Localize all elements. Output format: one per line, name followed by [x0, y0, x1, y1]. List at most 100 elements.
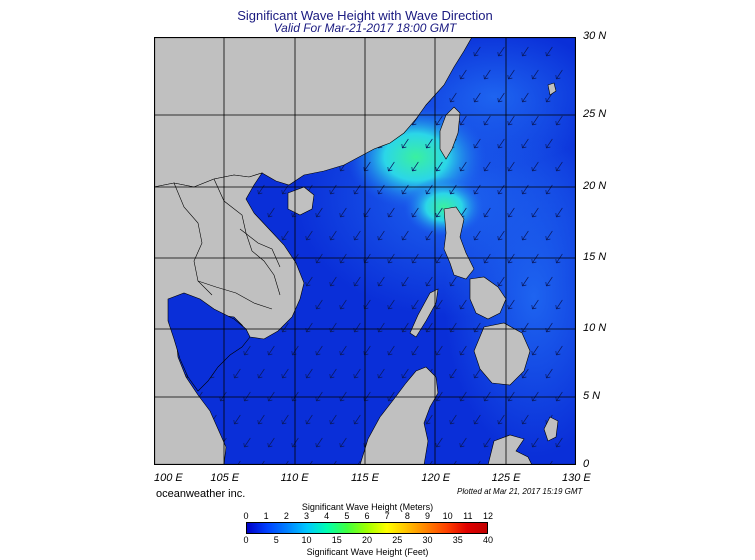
wave-arrow — [401, 230, 409, 241]
wave-arrow — [411, 161, 419, 172]
wave-arrow — [329, 368, 337, 379]
meters-tick: 4 — [324, 511, 330, 521]
colorbar — [246, 522, 488, 534]
feet-tick: 15 — [331, 535, 342, 545]
wave-arrow — [459, 391, 467, 402]
wave-arrow — [305, 230, 313, 241]
graticule — [154, 37, 576, 465]
wave-arrow — [531, 115, 539, 126]
wave-arrow — [531, 207, 539, 218]
wave-arrow — [339, 207, 347, 218]
lon-label: 110 E — [280, 472, 309, 484]
wave-arrow — [435, 345, 443, 356]
wave-arrow — [555, 391, 563, 402]
wave-arrow — [339, 299, 347, 310]
wave-arrow — [377, 184, 385, 195]
chart-title: Significant Wave Height with Wave Direct… — [237, 8, 493, 23]
wave-arrow — [353, 368, 361, 379]
wave-arrow — [401, 184, 409, 195]
wave-arrow — [497, 276, 505, 287]
wave-arrow — [483, 207, 491, 218]
wave-arrow — [315, 437, 323, 448]
wave-arrow — [507, 253, 515, 264]
wave-arrow — [257, 368, 265, 379]
wave-arrow — [425, 230, 433, 241]
wave-arrow — [377, 368, 385, 379]
wave-arrow — [507, 161, 515, 172]
wave-arrow — [401, 138, 409, 149]
wave-arrow — [459, 299, 467, 310]
wave-arrow — [243, 345, 251, 356]
wave-arrow — [549, 460, 553, 465]
wave-arrow — [459, 69, 467, 80]
wave-arrow — [555, 69, 563, 80]
wave-arrow — [555, 207, 563, 218]
colorbar-title-meters: Significant Wave Height (Meters) — [301, 502, 434, 512]
wave-arrow — [353, 184, 361, 195]
lat-label: 0 — [583, 458, 590, 470]
wave-arrow — [281, 184, 289, 195]
lat-label: 5 N — [583, 390, 601, 402]
wave-arrow — [315, 345, 323, 356]
plotted-timestamp: Plotted at Mar 21, 2017 15:19 GMT — [457, 487, 583, 496]
wave-arrow — [555, 115, 563, 126]
wave-arrow — [453, 460, 457, 465]
wave-arrow — [473, 92, 481, 103]
wave-arrow — [483, 69, 491, 80]
wave-arrow — [281, 230, 289, 241]
wave-arrow — [233, 368, 241, 379]
meters-tick: 7 — [384, 511, 390, 521]
wave-arrow — [329, 230, 337, 241]
land-taiwan — [439, 106, 461, 160]
wave-arrow — [477, 460, 481, 465]
wave-arrow — [411, 345, 419, 356]
wave-arrow — [333, 460, 337, 465]
wave-arrow — [483, 115, 491, 126]
meters-tick: 8 — [404, 511, 410, 521]
wave-arrow — [521, 414, 529, 425]
wave-arrow — [507, 391, 515, 402]
wave-arrow — [497, 230, 505, 241]
wave-arrow — [387, 161, 395, 172]
feet-tick: 10 — [301, 535, 312, 545]
chart-subtitle: Valid For Mar-21-2017 18:00 GMT — [273, 21, 457, 35]
wave-arrow — [521, 276, 529, 287]
meters-tick: 10 — [442, 511, 453, 521]
land-visayas — [469, 276, 507, 320]
credit-text: oceanweather inc. — [156, 488, 246, 500]
lat-label: 10 N — [583, 322, 607, 334]
wave-arrow — [555, 299, 563, 310]
meters-tick: 12 — [482, 511, 494, 521]
wave-arrow — [387, 345, 395, 356]
wave-arrow — [411, 207, 419, 218]
wave-arrow — [449, 414, 457, 425]
wave-arrow — [435, 299, 443, 310]
lat-label: 25 N — [583, 108, 607, 120]
wave-arrow — [521, 46, 529, 57]
wave-arrow — [315, 253, 323, 264]
feet-tick: 35 — [452, 535, 463, 545]
wave-arrow — [267, 391, 275, 402]
lon-label: 105 E — [210, 472, 240, 484]
wave-arrow — [425, 414, 433, 425]
wave-arrow — [531, 391, 539, 402]
wave-arrow — [531, 345, 539, 356]
wave-arrow — [473, 138, 481, 149]
wave-arrow — [497, 92, 505, 103]
wave-arrow — [497, 46, 505, 57]
wave-arrow — [459, 115, 467, 126]
wave-arrow — [309, 460, 313, 465]
feet-tick: 20 — [361, 535, 373, 545]
wave-arrow — [555, 345, 563, 356]
meters-tick: 2 — [283, 511, 289, 521]
lon-label: 115 E — [351, 472, 379, 484]
wave-arrow — [531, 253, 539, 264]
wave-arrow — [401, 368, 409, 379]
wave-arrow — [531, 437, 539, 448]
wave-arrow — [521, 138, 529, 149]
wave-arrow — [435, 253, 443, 264]
wave-arrow — [353, 230, 361, 241]
wave-arrow — [261, 460, 265, 465]
wave-arrow — [305, 368, 313, 379]
wave-arrow — [531, 161, 539, 172]
